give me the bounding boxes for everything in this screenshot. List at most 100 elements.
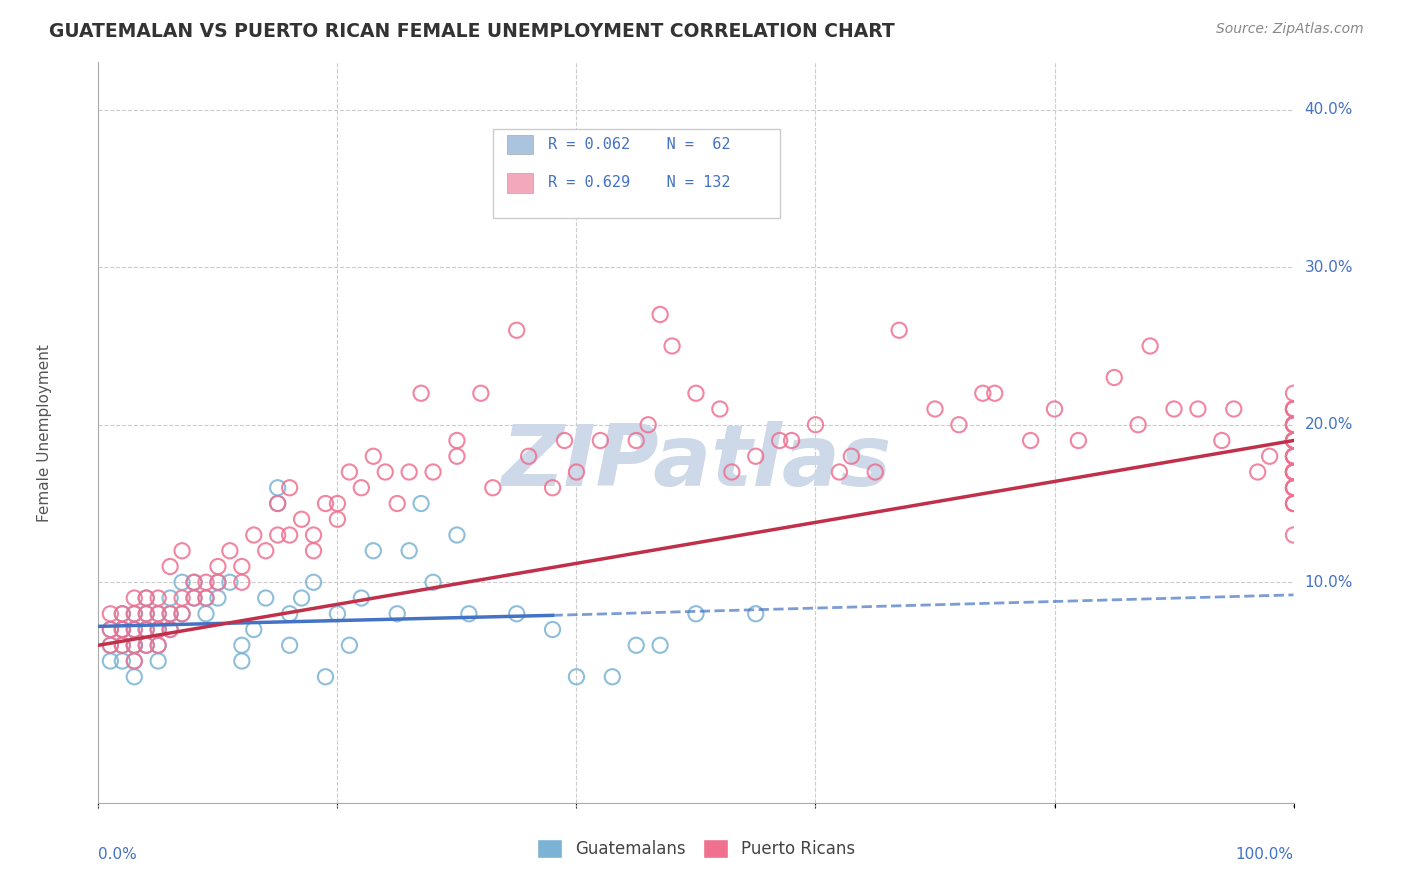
Point bbox=[398, 465, 420, 479]
Point bbox=[243, 528, 266, 542]
Point bbox=[565, 465, 588, 479]
Point bbox=[254, 543, 277, 558]
Point bbox=[411, 496, 433, 510]
Point bbox=[745, 607, 768, 621]
Point bbox=[1282, 417, 1305, 432]
Point bbox=[326, 607, 349, 621]
Point bbox=[111, 654, 134, 668]
Point bbox=[1258, 449, 1281, 463]
Point bbox=[1247, 465, 1270, 479]
Point bbox=[1282, 496, 1305, 510]
Point bbox=[1282, 417, 1305, 432]
Point bbox=[172, 591, 194, 605]
Point bbox=[1104, 370, 1126, 384]
Point bbox=[291, 591, 314, 605]
Point bbox=[135, 591, 157, 605]
Point bbox=[111, 623, 134, 637]
Point bbox=[506, 323, 529, 337]
Point bbox=[1187, 402, 1209, 417]
Point bbox=[326, 496, 349, 510]
Point bbox=[135, 638, 157, 652]
Point bbox=[626, 434, 648, 448]
Point bbox=[745, 449, 768, 463]
Text: GUATEMALAN VS PUERTO RICAN FEMALE UNEMPLOYMENT CORRELATION CHART: GUATEMALAN VS PUERTO RICAN FEMALE UNEMPL… bbox=[49, 22, 896, 41]
Point bbox=[148, 638, 170, 652]
Point bbox=[458, 607, 481, 621]
Point bbox=[1282, 402, 1305, 417]
Point bbox=[231, 638, 253, 652]
Point bbox=[195, 591, 218, 605]
Point bbox=[219, 543, 242, 558]
Point bbox=[350, 591, 373, 605]
Point bbox=[231, 575, 253, 590]
Text: 10.0%: 10.0% bbox=[1305, 574, 1353, 590]
Point bbox=[541, 481, 564, 495]
Point bbox=[768, 434, 790, 448]
Point bbox=[267, 496, 290, 510]
Point bbox=[302, 543, 325, 558]
Point bbox=[1282, 465, 1305, 479]
Point bbox=[291, 512, 314, 526]
Point bbox=[98, 607, 122, 621]
Point bbox=[721, 465, 744, 479]
Point bbox=[124, 654, 146, 668]
Point bbox=[1282, 481, 1305, 495]
Point bbox=[278, 528, 301, 542]
Point bbox=[267, 496, 290, 510]
Point bbox=[637, 417, 659, 432]
Point bbox=[111, 623, 134, 637]
Point bbox=[828, 465, 851, 479]
Point bbox=[98, 623, 122, 637]
Point bbox=[278, 638, 301, 652]
Point bbox=[231, 559, 253, 574]
Point bbox=[554, 434, 576, 448]
Point bbox=[1282, 481, 1305, 495]
Point bbox=[98, 638, 122, 652]
Point bbox=[111, 623, 134, 637]
Point bbox=[207, 575, 229, 590]
Point bbox=[219, 575, 242, 590]
Point bbox=[124, 591, 146, 605]
Point bbox=[685, 386, 707, 401]
Bar bbox=[508, 173, 533, 193]
Point bbox=[1282, 465, 1305, 479]
Point bbox=[148, 607, 170, 621]
Point bbox=[602, 134, 624, 148]
Point bbox=[1282, 417, 1305, 432]
Point bbox=[385, 607, 409, 621]
Point bbox=[506, 607, 529, 621]
Point bbox=[172, 575, 194, 590]
Point bbox=[148, 654, 170, 668]
Point bbox=[948, 417, 970, 432]
Point bbox=[124, 607, 146, 621]
Point bbox=[278, 607, 301, 621]
Point bbox=[183, 575, 205, 590]
Point bbox=[363, 543, 385, 558]
Text: Source: ZipAtlas.com: Source: ZipAtlas.com bbox=[1216, 22, 1364, 37]
Text: 40.0%: 40.0% bbox=[1305, 103, 1353, 117]
Point bbox=[124, 638, 146, 652]
Point bbox=[1282, 417, 1305, 432]
FancyBboxPatch shape bbox=[494, 129, 780, 218]
Text: R = 0.062    N =  62: R = 0.062 N = 62 bbox=[548, 137, 730, 152]
Point bbox=[363, 449, 385, 463]
Point bbox=[1282, 417, 1305, 432]
Point bbox=[183, 575, 205, 590]
Point bbox=[984, 386, 1007, 401]
Point bbox=[315, 670, 337, 684]
Point bbox=[339, 638, 361, 652]
Point bbox=[924, 402, 946, 417]
Point bbox=[172, 607, 194, 621]
Point bbox=[422, 465, 444, 479]
Point bbox=[195, 607, 218, 621]
Point bbox=[207, 559, 229, 574]
Point bbox=[1282, 481, 1305, 495]
Point bbox=[207, 575, 229, 590]
Point bbox=[1223, 402, 1246, 417]
Point bbox=[231, 654, 253, 668]
Point bbox=[1128, 417, 1150, 432]
Point bbox=[1282, 496, 1305, 510]
Point bbox=[1282, 449, 1305, 463]
Point bbox=[124, 623, 146, 637]
Point bbox=[172, 607, 194, 621]
